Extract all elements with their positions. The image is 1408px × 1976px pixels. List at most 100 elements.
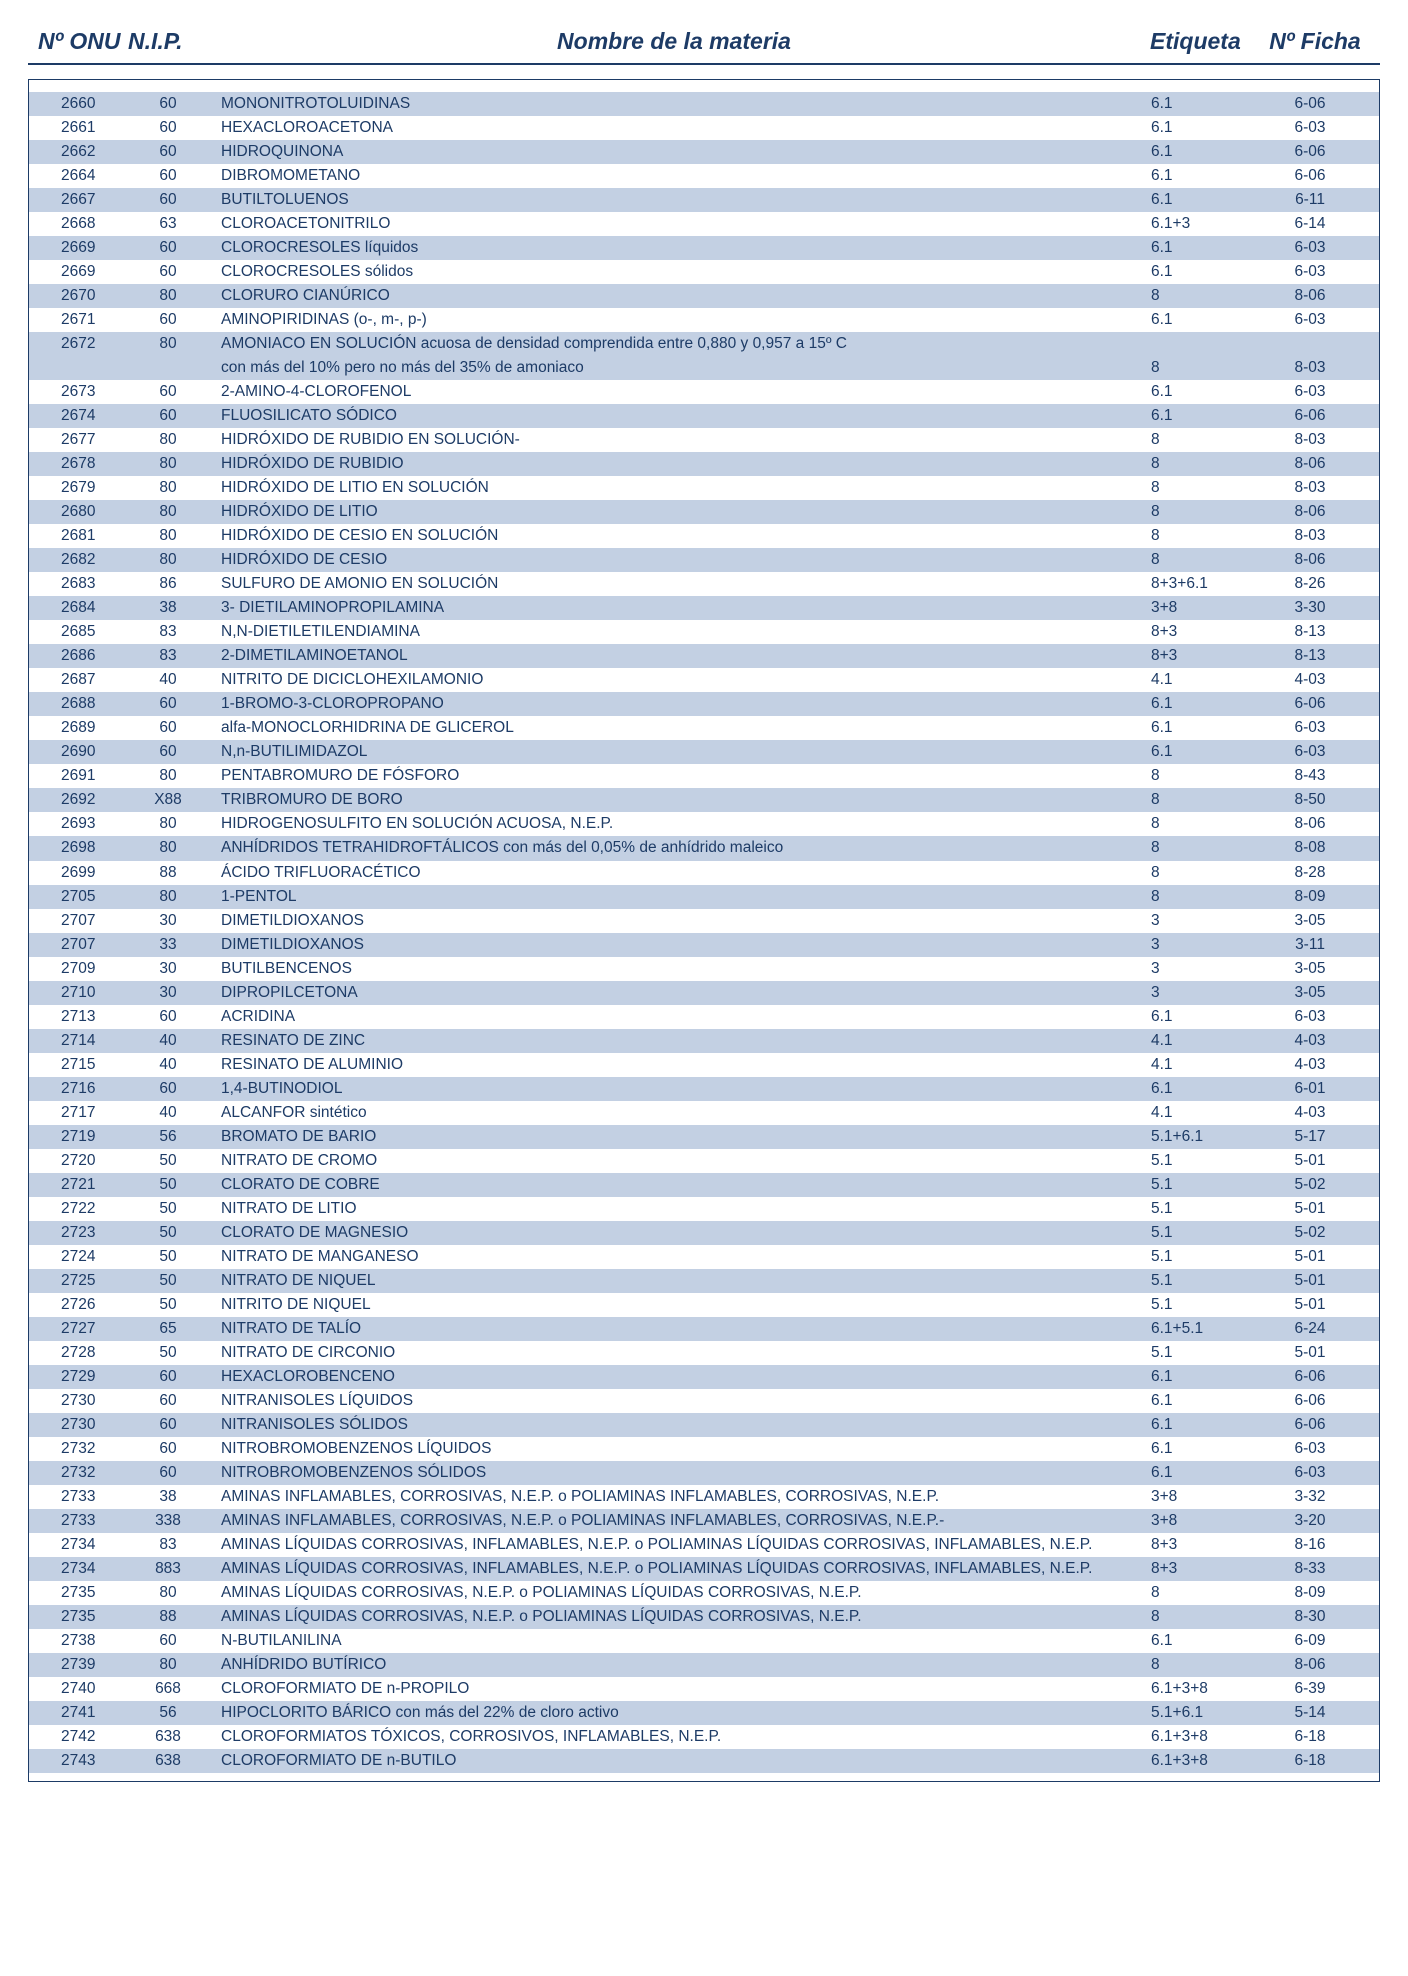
table-row: 273580AMINAS LÍQUIDAS CORROSIVAS, N.E.P.… [29,1581,1379,1605]
cell-ficha: 8-43 [1255,764,1365,788]
cell-onu: 2733 [43,1485,133,1509]
cell-onu: 2667 [43,188,133,212]
cell-etq: 5.1+6.1 [1145,1125,1255,1149]
table-row: 269380HIDROGENOSULFITO EN SOLUCIÓN ACUOS… [29,812,1379,836]
cell-nip: 83 [133,644,203,668]
cell-ficha: 8-13 [1255,620,1365,644]
cell-ficha: 6-03 [1255,236,1365,260]
cell-etq: 8 [1145,1605,1255,1629]
cell-name: CLOROACETONITRILO [203,212,1145,236]
cell-etq: 6.1 [1145,1365,1255,1389]
cell-name: DIMETILDIOXANOS [203,909,1145,933]
cell-name: CLOROCRESOLES sólidos [203,260,1145,284]
cell-name: 2-DIMETILAMINOETANOL [203,644,1145,668]
table-row: con más del 10% pero no más del 35% de a… [29,356,1379,380]
cell-onu: 2728 [43,1341,133,1365]
cell-nip: 50 [133,1221,203,1245]
table-row: 273260NITROBROMOBENZENOS LÍQUIDOS6.16-03 [29,1437,1379,1461]
cell-nip: 40 [133,1053,203,1077]
cell-onu: 2661 [43,116,133,140]
cell-etq: 8 [1145,476,1255,500]
data-table: 266060MONONITROTOLUIDINAS6.16-06266160HE… [28,79,1380,1782]
table-row: 267460FLUOSILICATO SÓDICO6.16-06 [29,404,1379,428]
cell-etq: 6.1+3+8 [1145,1749,1255,1773]
table-row: 2673602-AMINO-4-CLOROFENOL6.16-03 [29,380,1379,404]
cell-onu: 2714 [43,1029,133,1053]
table-row: 2692X88TRIBROMURO DE BORO88-50 [29,788,1379,812]
cell-nip: 30 [133,957,203,981]
cell-onu: 2720 [43,1149,133,1173]
cell-onu: 2719 [43,1125,133,1149]
table-row: 269880ANHÍDRIDOS TETRAHIDROFTÁLICOS con … [29,836,1379,860]
cell-onu: 2686 [43,644,133,668]
cell-onu: 2672 [43,332,133,356]
cell-name: ÁCIDO TRIFLUORACÉTICO [203,861,1145,885]
table-row: 267160AMINOPIRIDINAS (o-, m-, p-)6.16-03 [29,308,1379,332]
table-row: 266160HEXACLOROACETONA6.16-03 [29,116,1379,140]
cell-name: HIDRÓXIDO DE CESIO [203,548,1145,572]
table-row: 272960HEXACLOROBENCENO6.16-06 [29,1365,1379,1389]
cell-nip: 60 [133,716,203,740]
cell-etq: 4.1 [1145,1029,1255,1053]
cell-name: AMINOPIRIDINAS (o-, m-, p-) [203,308,1145,332]
cell-etq: 5.1 [1145,1149,1255,1173]
cell-nip: 80 [133,476,203,500]
cell-ficha: 8-03 [1255,428,1365,452]
cell-nip: X88 [133,788,203,812]
cell-nip: 80 [133,812,203,836]
cell-onu: 2729 [43,1365,133,1389]
cell-etq: 6.1 [1145,92,1255,116]
cell-name: NITRATO DE NIQUEL [203,1269,1145,1293]
cell-nip: 60 [133,1389,203,1413]
cell-name: NITROBROMOBENZENOS SÓLIDOS [203,1461,1145,1485]
cell-etq: 8+3 [1145,1557,1255,1581]
cell-nip: 30 [133,909,203,933]
cell-etq: 6.1 [1145,380,1255,404]
cell-ficha: 6-01 [1255,1077,1365,1101]
cell-etq: 5.1+6.1 [1145,1701,1255,1725]
cell-ficha: 6-06 [1255,1413,1365,1437]
cell-etq: 3+8 [1145,1509,1255,1533]
cell-name: NITRATO DE CIRCONIO [203,1341,1145,1365]
cell-name: PENTABROMURO DE FÓSFORO [203,764,1145,788]
cell-nip: 60 [133,1413,203,1437]
cell-ficha: 8-26 [1255,572,1365,596]
cell-nip: 80 [133,548,203,572]
cell-ficha: 8-06 [1255,452,1365,476]
table-row: 2688601-BROMO-3-CLOROPROPANO6.16-06 [29,692,1379,716]
table-row: 273860N-BUTILANILINA6.16-09 [29,1629,1379,1653]
cell-name: HIDRÓXIDO DE RUBIDIO EN SOLUCIÓN- [203,428,1145,452]
cell-onu: 2677 [43,428,133,452]
cell-nip: 80 [133,284,203,308]
cell-ficha: 6-03 [1255,116,1365,140]
cell-etq: 6.1 [1145,116,1255,140]
table-row: 268960alfa-MONOCLORHIDRINA DE GLICEROL6.… [29,716,1379,740]
cell-nip: 60 [133,260,203,284]
cell-ficha: 6-03 [1255,260,1365,284]
cell-onu: 2679 [43,476,133,500]
cell-nip: 56 [133,1125,203,1149]
cell-ficha: 3-05 [1255,957,1365,981]
cell-ficha: 5-01 [1255,1149,1365,1173]
cell-onu: 2740 [43,1677,133,1701]
cell-etq: 4.1 [1145,668,1255,692]
cell-etq: 6.1 [1145,236,1255,260]
cell-onu: 2733 [43,1509,133,1533]
cell-name: HEXACLOROACETONA [203,116,1145,140]
cell-onu: 2678 [43,452,133,476]
cell-nip: 60 [133,380,203,404]
cell-ficha: 8-50 [1255,788,1365,812]
cell-name: BUTILTOLUENOS [203,188,1145,212]
table-row: 268583N,N-DIETILETILENDIAMINA8+38-13 [29,620,1379,644]
cell-etq: 4.1 [1145,1101,1255,1125]
cell-onu: 2684 [43,596,133,620]
cell-nip: 60 [133,740,203,764]
cell-name: NITRATO DE LITIO [203,1197,1145,1221]
cell-etq: 6.1 [1145,1077,1255,1101]
cell-onu: 2689 [43,716,133,740]
cell-onu: 2671 [43,308,133,332]
cell-nip: 60 [133,140,203,164]
cell-ficha: 6-18 [1255,1749,1365,1773]
cell-name: N,n-BUTILIMIDAZOL [203,740,1145,764]
cell-onu: 2662 [43,140,133,164]
